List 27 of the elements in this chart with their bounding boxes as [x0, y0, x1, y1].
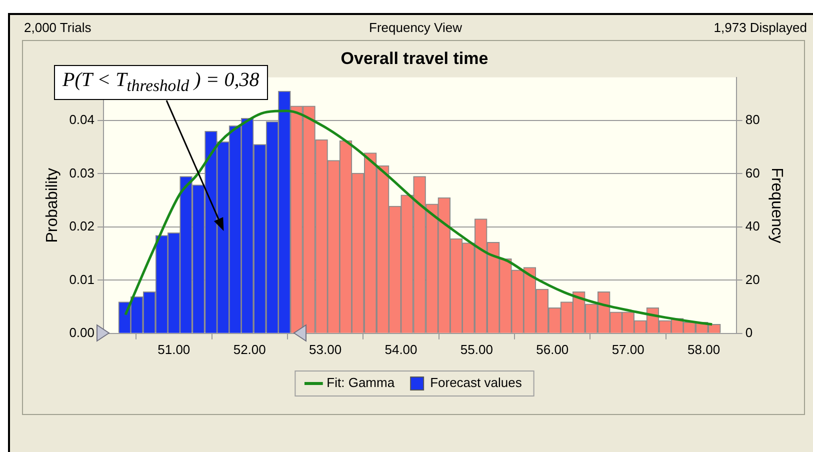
x-tick-label: 51.00: [158, 342, 190, 357]
x-tick-label: 58.00: [688, 342, 720, 357]
y-tick-label: 0.01: [69, 272, 94, 287]
legend-label: Fit: Gamma: [326, 375, 396, 390]
y2-tick-label: 0: [745, 324, 753, 340]
y-tick-label: 0.00: [69, 324, 94, 340]
y2-axis-title: Frequency: [768, 168, 785, 244]
y-tick-label: 0.04: [69, 112, 94, 128]
y-axis-title: Probability: [44, 168, 62, 243]
y2-tick-label: 40: [745, 218, 760, 234]
chart-subtitle: Frequency View: [369, 20, 462, 35]
y-tick-label: 0.02: [69, 218, 94, 234]
x-tick-label: 55.00: [460, 342, 493, 357]
text: 1,973 Displayed: [712, 20, 807, 35]
text: 2,000 Trials: [24, 20, 92, 35]
x-tick-label: 57.00: [612, 342, 644, 357]
x-tick-label: 56.00: [536, 342, 569, 357]
y2-tick-label: 60: [745, 165, 760, 180]
y2-tick-label: 20: [745, 272, 760, 287]
legend-label: Forecast values: [430, 375, 522, 390]
y-tick-label: 0.03: [69, 165, 94, 180]
x-tick-label: 53.00: [309, 342, 342, 357]
x-tick-label: 52.00: [233, 342, 266, 357]
y2-tick-label: 80: [745, 112, 760, 128]
x-tick-label: 54.00: [384, 342, 418, 357]
chart-title: Overall travel time: [340, 48, 488, 68]
annotation: P(T < T$_{threshold}$ ) = 0,38: [54, 65, 268, 100]
